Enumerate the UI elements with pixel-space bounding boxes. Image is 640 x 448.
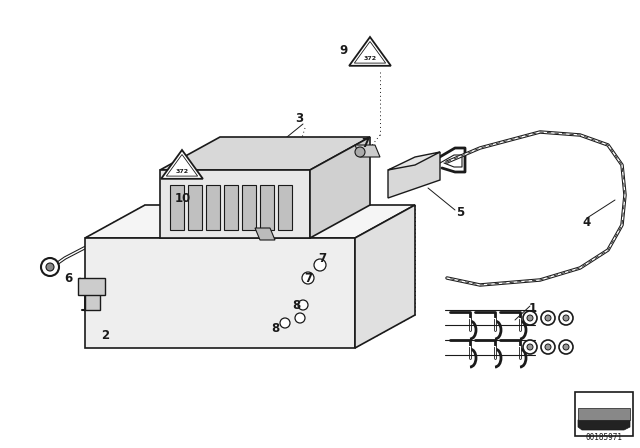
Text: 1: 1 — [529, 302, 537, 314]
Text: 9: 9 — [340, 43, 348, 56]
Polygon shape — [85, 290, 100, 310]
Polygon shape — [388, 152, 440, 198]
Circle shape — [46, 263, 54, 271]
Text: 4: 4 — [583, 215, 591, 228]
Polygon shape — [355, 205, 415, 348]
Text: 00185971: 00185971 — [586, 432, 623, 441]
Text: 8: 8 — [271, 322, 279, 335]
Circle shape — [523, 340, 537, 354]
Polygon shape — [278, 185, 292, 230]
Polygon shape — [161, 150, 203, 179]
Polygon shape — [170, 185, 184, 230]
Polygon shape — [160, 170, 310, 238]
Circle shape — [523, 311, 537, 325]
Text: 8: 8 — [292, 298, 300, 311]
Polygon shape — [310, 137, 370, 238]
Polygon shape — [78, 278, 105, 295]
Circle shape — [541, 311, 555, 325]
Bar — [575, 392, 633, 436]
Circle shape — [314, 259, 326, 271]
Polygon shape — [85, 238, 355, 348]
Circle shape — [527, 344, 533, 350]
Circle shape — [298, 300, 308, 310]
Polygon shape — [224, 185, 238, 230]
Text: 372: 372 — [364, 56, 376, 60]
Circle shape — [559, 311, 573, 325]
Text: 6: 6 — [64, 271, 72, 284]
Circle shape — [541, 340, 555, 354]
Circle shape — [280, 318, 290, 328]
Circle shape — [563, 344, 569, 350]
Polygon shape — [388, 152, 440, 170]
Circle shape — [545, 344, 551, 350]
Polygon shape — [260, 185, 274, 230]
Polygon shape — [578, 420, 630, 430]
Text: 372: 372 — [175, 168, 189, 173]
Text: 3: 3 — [295, 112, 303, 125]
Polygon shape — [85, 205, 415, 238]
Circle shape — [527, 315, 533, 321]
Text: 5: 5 — [456, 206, 464, 219]
Text: 7: 7 — [318, 251, 326, 264]
Text: 7: 7 — [304, 271, 312, 284]
Circle shape — [355, 147, 365, 157]
Circle shape — [41, 258, 59, 276]
Polygon shape — [578, 408, 630, 420]
Circle shape — [559, 340, 573, 354]
Text: 7: 7 — [361, 137, 369, 150]
Circle shape — [295, 313, 305, 323]
Polygon shape — [160, 137, 370, 170]
Text: 2: 2 — [101, 328, 109, 341]
Polygon shape — [349, 37, 391, 66]
Polygon shape — [206, 185, 220, 230]
Text: 10: 10 — [175, 191, 191, 204]
Polygon shape — [355, 145, 380, 157]
Polygon shape — [242, 185, 256, 230]
Circle shape — [302, 272, 314, 284]
Polygon shape — [255, 228, 275, 240]
Circle shape — [545, 315, 551, 321]
Circle shape — [563, 315, 569, 321]
Polygon shape — [188, 185, 202, 230]
